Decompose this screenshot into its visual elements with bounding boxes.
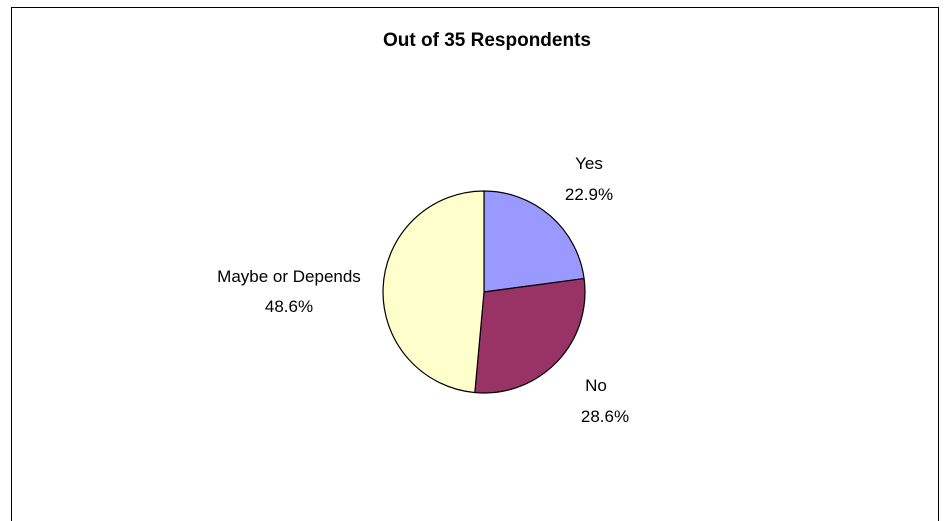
pie-slices (382, 190, 586, 394)
pie-slice-no (474, 277, 586, 394)
chart-title: Out of 35 Respondents (383, 30, 591, 51)
slice-value-no: 28.6% (581, 407, 629, 426)
pie-labels: Yes 22.9% No 28.6% Maybe or Depends 48.6… (217, 154, 629, 426)
slice-label-maybe: Maybe or Depends (217, 267, 361, 286)
slice-label-no: No (585, 376, 607, 395)
slice-value-maybe: 48.6% (265, 297, 313, 316)
slice-label-yes: Yes (575, 154, 603, 173)
pie-slice-yes (483, 190, 585, 293)
pie-slice-maybe (382, 190, 485, 394)
slice-value-yes: 22.9% (565, 185, 613, 204)
